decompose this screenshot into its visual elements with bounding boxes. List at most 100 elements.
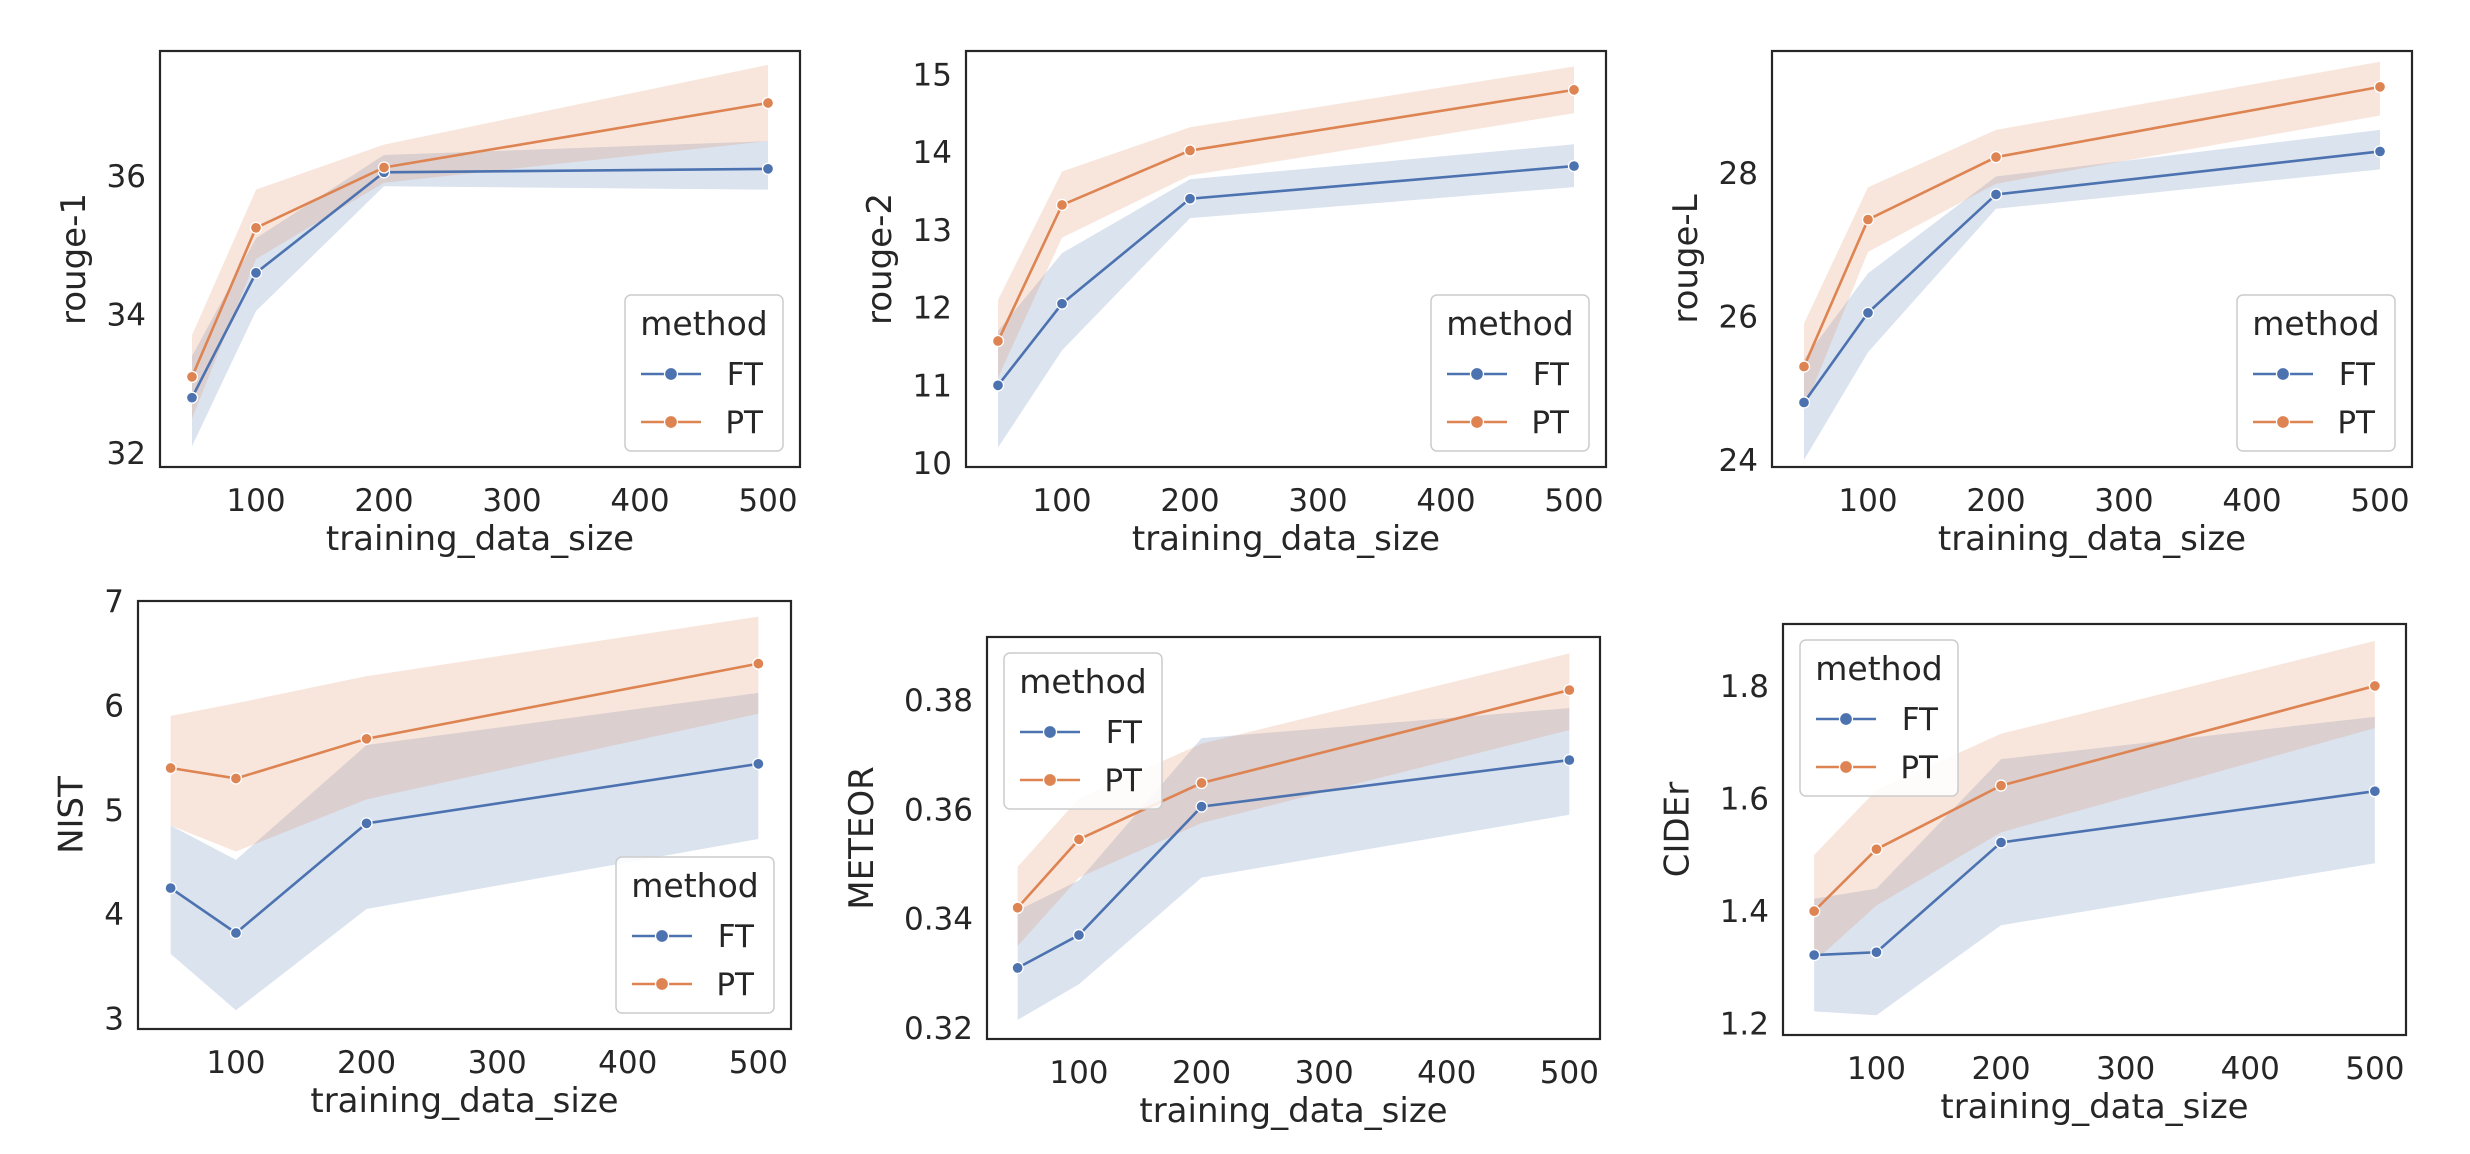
x-tick-label: 500 — [738, 483, 797, 519]
legend-title: method — [1019, 662, 1146, 701]
data-point-ft — [1072, 928, 1086, 942]
legend: method FT PT — [1430, 294, 1590, 452]
data-point-pt — [1011, 901, 1024, 914]
y-tick-label: 0.38 — [904, 683, 973, 719]
data-point-pt — [1989, 151, 2003, 164]
legend-marker-pt — [1042, 772, 1058, 788]
ci-band-ft — [1017, 708, 1570, 1020]
x-tick-label: 400 — [2222, 483, 2281, 519]
x-tick-label: 300 — [468, 1045, 527, 1081]
y-tick-label: 3 — [104, 1002, 124, 1038]
legend-label-ft: FT — [718, 919, 755, 955]
x-tick-label: 400 — [2221, 1051, 2280, 1087]
ci-band-ft — [192, 141, 768, 447]
y-tick-label: 12 — [913, 291, 952, 327]
plot-frame — [158, 49, 802, 469]
y-tick-label: 13 — [913, 213, 952, 249]
chart-panel-CIDEr: 100 200 300 400 500 1.2 1.4 1.6 1.8 training_data… — [1658, 622, 2408, 1127]
data-point-pt — [249, 221, 263, 234]
x-axis-label: training_data_size — [326, 519, 634, 559]
ci-band-ft — [998, 144, 1574, 448]
y-axis-label: METEOR — [842, 766, 882, 909]
legend-title: method — [1815, 649, 1942, 688]
x-tick-label: 500 — [2350, 483, 2409, 519]
data-point-pt — [185, 370, 199, 384]
data-point-ft — [1195, 800, 1208, 813]
chart-panel-NIST: 100 200 300 400 500 3 4 5 6 7 training_data_size NI… — [52, 584, 793, 1121]
y-tick-label: 34 — [107, 297, 146, 333]
data-point-pt — [360, 732, 373, 745]
data-point-ft — [360, 817, 373, 830]
x-tick-label: 400 — [598, 1045, 657, 1081]
data-point-ft — [1563, 753, 1576, 767]
plot-frame — [1781, 622, 2408, 1037]
x-tick-label: 300 — [1295, 1055, 1354, 1091]
x-axis-label: training_data_size — [1938, 519, 2246, 559]
data-point-ft — [249, 266, 263, 280]
data-point-pt — [1563, 683, 1576, 697]
x-tick-label: 400 — [610, 483, 669, 519]
data-point-ft — [1011, 961, 1024, 975]
legend-box — [624, 294, 784, 452]
legend: method FT PT — [1003, 652, 1163, 810]
legend-marker-ft — [663, 366, 679, 382]
legend-label-pt: PT — [716, 967, 755, 1003]
plot-frame — [136, 599, 793, 1031]
data-point-ft — [1989, 188, 2003, 201]
data-point-pt — [2368, 679, 2382, 693]
ci-band-pt — [998, 66, 1574, 378]
legend-title: method — [631, 866, 758, 905]
x-tick-label: 200 — [1966, 483, 2025, 519]
chart-panel-METEOR: 100 200 300 400 500 0.32 0.34 0.36 0.38 training_… — [842, 635, 1602, 1131]
data-point-ft — [1994, 836, 2008, 849]
y-tick-label: 24 — [1719, 443, 1758, 479]
x-axis-label: training_data_size — [1940, 1087, 2248, 1127]
legend-label-pt: PT — [725, 405, 764, 441]
legend-marker-ft — [2275, 366, 2291, 382]
y-tick-label: 1.2 — [1720, 1007, 1769, 1043]
y-tick-label: 11 — [913, 368, 952, 404]
data-point-ft — [1870, 946, 1883, 959]
legend-marker-ft — [1469, 366, 1485, 382]
y-tick-label: 5 — [104, 793, 124, 829]
y-tick-label: 32 — [107, 436, 146, 472]
legend-label-ft: FT — [1533, 357, 1570, 393]
x-axis-label: training_data_size — [1132, 519, 1440, 559]
data-point-ft — [164, 881, 177, 895]
chart-panel-rouge-2: 100 200 300 400 500 10 11 12 13 14 15 training_data… — [860, 49, 1608, 559]
legend-label-pt: PT — [1104, 763, 1143, 799]
data-point-ft — [1183, 192, 1197, 205]
legend-label-ft: FT — [1902, 702, 1939, 738]
data-point-pt — [377, 161, 391, 174]
legend-marker-pt — [1838, 759, 1854, 775]
data-point-pt — [1808, 904, 1821, 918]
series-line-pt — [1016, 688, 1570, 909]
series-line-ft — [169, 762, 759, 935]
y-tick-label: 14 — [913, 135, 952, 171]
x-tick-label: 300 — [482, 483, 541, 519]
ci-band-ft — [1804, 129, 2380, 460]
data-point-ft — [229, 926, 243, 940]
x-tick-label: 100 — [206, 1045, 265, 1081]
data-point-pt — [1861, 213, 1875, 226]
legend-marker-pt — [2275, 414, 2291, 430]
data-point-ft — [2373, 145, 2387, 158]
legend-title: method — [640, 304, 767, 343]
series-line-ft — [1802, 150, 2381, 404]
plot-frame — [1770, 49, 2414, 469]
plot-frame — [964, 49, 1608, 469]
x-tick-label: 200 — [1160, 483, 1219, 519]
series-line-ft — [996, 164, 1575, 387]
x-tick-label: 500 — [1540, 1055, 1599, 1091]
data-point-ft — [1808, 948, 1821, 962]
y-tick-label: 36 — [107, 159, 146, 195]
x-tick-label: 500 — [1544, 483, 1603, 519]
legend: method FT PT — [615, 856, 775, 1014]
series-line-pt — [1802, 85, 2381, 368]
ci-band-pt — [1017, 653, 1570, 947]
data-point-ft — [761, 162, 775, 176]
x-tick-label: 200 — [354, 483, 413, 519]
y-tick-label: 26 — [1719, 299, 1758, 335]
legend-marker-ft — [1838, 711, 1854, 727]
